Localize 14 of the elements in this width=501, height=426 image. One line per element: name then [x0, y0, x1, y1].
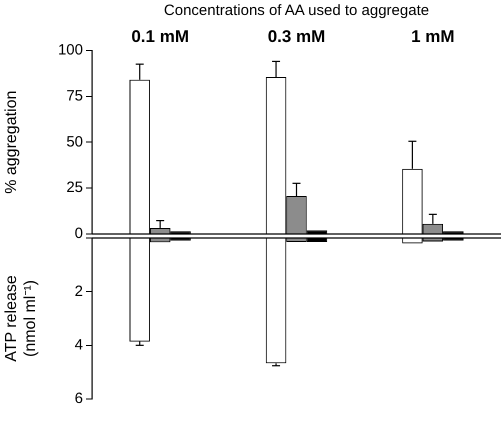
y-tick-label: 2	[74, 282, 83, 300]
x-tick-label: 1 mM	[411, 26, 455, 46]
x-tick-label: 0.3 mM	[268, 26, 326, 46]
y-axis-title: ATP release (nmol ml⁻¹)	[3, 275, 40, 362]
y-tick-label: 6	[74, 390, 83, 408]
x-tick-label: 0.1 mM	[131, 26, 189, 46]
y-tick-label: 4	[74, 336, 83, 354]
y-tick-label: 75	[66, 87, 83, 104]
chart-title: Concentrations of AA used to aggregate	[162, 1, 430, 21]
y-tick-label: 25	[66, 179, 83, 196]
y-tick-label: 50	[66, 133, 83, 150]
y-tick-label: 100	[58, 42, 83, 59]
y-tick-label: 0	[74, 225, 83, 242]
y-axis-title: % aggregation	[3, 90, 20, 194]
